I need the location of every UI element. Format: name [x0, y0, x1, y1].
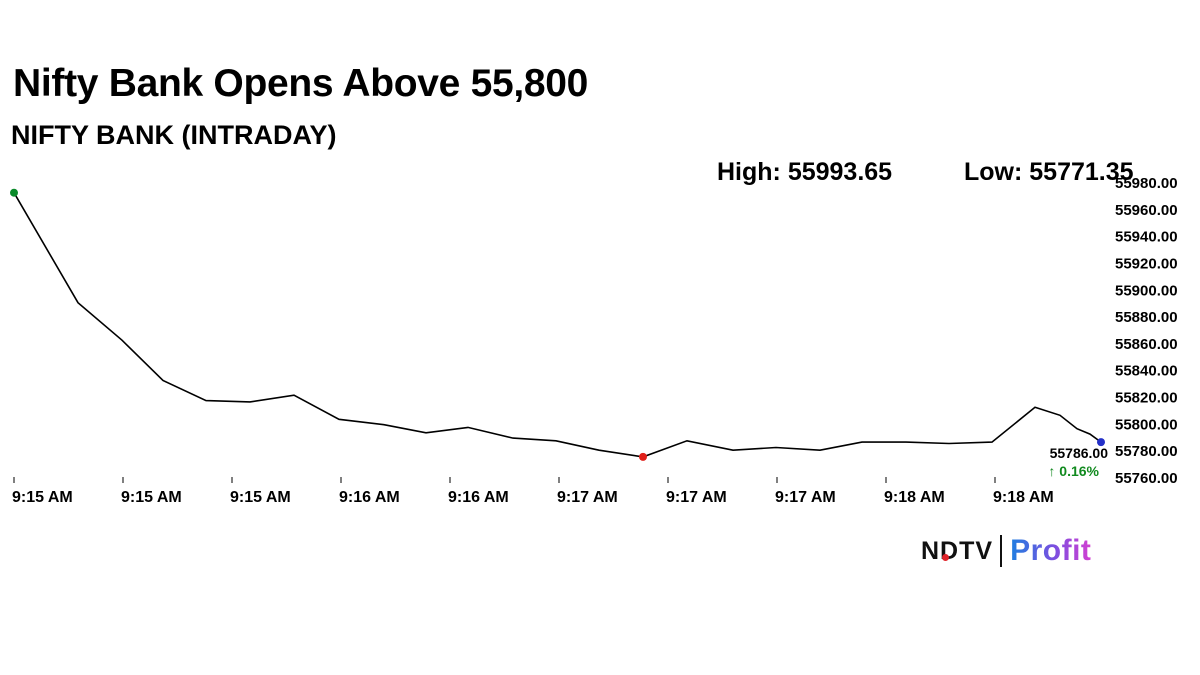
last-point-marker [1097, 438, 1105, 447]
ndtv-wordmark: NDTV [921, 536, 994, 565]
x-tick-label: 9:15 AM [12, 489, 73, 506]
last-value-label: 55786.00 ↑ 0.16% [1048, 445, 1108, 479]
high-value-label: High: 55993.65 [717, 158, 893, 186]
y-tick-label: 55960.00 [1115, 202, 1178, 219]
y-tick-label: 55820.00 [1115, 390, 1178, 407]
y-tick-label: 55900.00 [1115, 282, 1178, 299]
y-tick-label: 55860.00 [1115, 336, 1178, 353]
x-tick-label: 9:17 AM [775, 489, 836, 506]
x-tick-label: 9:16 AM [448, 489, 509, 506]
x-tick-label: 9:17 AM [666, 489, 727, 506]
x-tick-label: 9:16 AM [339, 489, 400, 506]
x-tick-label: 9:15 AM [121, 489, 182, 506]
low-point-marker [639, 452, 647, 461]
x-tick-label: 9:18 AM [993, 489, 1054, 506]
y-axis: 55760.00 55780.00 55800.00 55820.00 55840.00… [1115, 175, 1178, 487]
logo-divider [1000, 535, 1003, 567]
profit-wordmark: Profit [1010, 534, 1092, 567]
last-value-text: 55786.00 [1050, 445, 1109, 461]
red-dot-icon [942, 553, 949, 561]
change-percent-text: ↑ 0.16% [1048, 463, 1099, 479]
ndtv-profit-logo: NDTV Profit [921, 533, 1091, 569]
y-tick-label: 55920.00 [1115, 255, 1178, 272]
x-tick-label: 9:15 AM [230, 489, 291, 506]
markers [10, 188, 1105, 461]
y-tick-label: 55780.00 [1115, 443, 1178, 460]
start-point-marker [10, 188, 18, 197]
y-tick-label: 55880.00 [1115, 309, 1178, 326]
x-axis: 9:15 AM 9:15 AM 9:15 AM 9:16 AM 9:16 AM 9:17 … [12, 477, 1054, 506]
headline: Nifty Bank Opens Above 55,800 [13, 62, 589, 105]
y-tick-label: 55940.00 [1115, 229, 1178, 246]
y-tick-label: 55800.00 [1115, 416, 1178, 433]
chart-subtitle: NIFTY BANK (INTRADAY) [11, 120, 337, 150]
x-tick-label: 9:18 AM [884, 489, 945, 506]
y-tick-label: 55760.00 [1115, 470, 1178, 487]
y-tick-label: 55980.00 [1115, 175, 1178, 192]
low-value-label: Low: 55771.35 [964, 158, 1134, 186]
price-line [13, 192, 1102, 458]
x-tick-label: 9:17 AM [557, 489, 618, 506]
y-tick-label: 55840.00 [1115, 363, 1178, 380]
